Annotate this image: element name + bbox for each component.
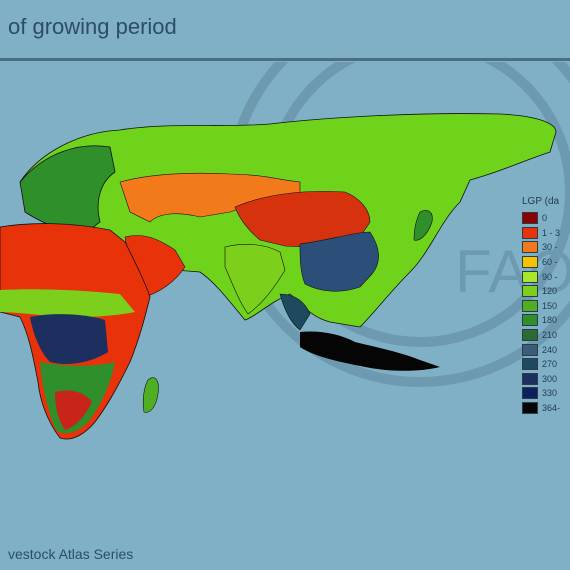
legend-swatch bbox=[522, 256, 538, 269]
legend-item: 0 bbox=[522, 211, 570, 226]
legend-item: 150 bbox=[522, 299, 570, 314]
legend-swatch bbox=[522, 358, 538, 371]
legend-swatch bbox=[522, 314, 538, 327]
title-divider bbox=[0, 58, 570, 61]
legend-label: 1 - 3 bbox=[542, 227, 561, 238]
legend-label: 90 - bbox=[542, 271, 558, 282]
legend-swatch bbox=[522, 402, 538, 415]
congo-basin-region bbox=[30, 314, 108, 364]
southeast-asia-peninsula bbox=[279, 293, 311, 331]
legend-item: 180 bbox=[522, 313, 570, 328]
legend-title: LGP (da bbox=[522, 196, 560, 207]
legend-label: 270 bbox=[542, 359, 558, 370]
legend-label: 60 - bbox=[542, 257, 558, 268]
legend-label: 300 bbox=[542, 373, 558, 384]
legend-item: 270 bbox=[522, 357, 570, 372]
legend-swatch bbox=[522, 241, 538, 254]
growing-period-map: FAO bbox=[0, 62, 570, 440]
madagascar-island bbox=[142, 377, 159, 413]
legend-swatch bbox=[522, 387, 538, 400]
legend-item: 30 - bbox=[522, 240, 570, 255]
japan-islands bbox=[413, 210, 433, 241]
legend-item: 240 bbox=[522, 342, 570, 357]
legend-item: 60 - bbox=[522, 255, 570, 270]
legend-label: 364- bbox=[542, 403, 561, 414]
legend-swatch bbox=[522, 372, 538, 385]
legend-swatch bbox=[522, 270, 538, 283]
legend-item: 210 bbox=[522, 328, 570, 343]
lgp-legend: LGP (da 0 1 - 3 30 - 60 - 90 - 120 150 180 210 24… bbox=[522, 196, 570, 415]
tibet-mongolia-region bbox=[234, 191, 371, 247]
indonesia-islands bbox=[300, 331, 440, 371]
legend-label: 0 bbox=[542, 213, 548, 224]
legend-swatch bbox=[522, 285, 538, 298]
legend-swatch bbox=[522, 299, 538, 312]
legend-label: 150 bbox=[542, 300, 558, 311]
legend-label: 210 bbox=[542, 330, 558, 341]
map-title: of growing period bbox=[8, 14, 177, 39]
legend-swatch bbox=[522, 329, 538, 342]
legend-label: 240 bbox=[542, 344, 558, 355]
legend-item: 330 bbox=[522, 386, 570, 401]
watermark-text: FAO bbox=[455, 238, 570, 305]
legend-swatch bbox=[522, 212, 538, 225]
india-region bbox=[224, 243, 286, 315]
legend-swatch bbox=[522, 226, 538, 239]
legend-label: 330 bbox=[542, 388, 558, 399]
east-asia-humid-region bbox=[299, 231, 379, 292]
series-footer: vestock Atlas Series bbox=[8, 546, 134, 562]
sahel-band bbox=[0, 289, 135, 317]
legend-label: 120 bbox=[542, 286, 558, 297]
legend-swatch bbox=[522, 343, 538, 356]
legend-item: 90 - bbox=[522, 269, 570, 284]
legend-item: 120 bbox=[522, 284, 570, 299]
central-asia-dry-region bbox=[119, 172, 301, 223]
legend-item: 300 bbox=[522, 372, 570, 387]
legend-label: 180 bbox=[542, 315, 558, 326]
legend-item: 1 - 3 bbox=[522, 226, 570, 241]
kalahari-region bbox=[55, 390, 92, 430]
legend-item: 364- bbox=[522, 401, 570, 416]
legend-label: 30 - bbox=[542, 242, 558, 253]
